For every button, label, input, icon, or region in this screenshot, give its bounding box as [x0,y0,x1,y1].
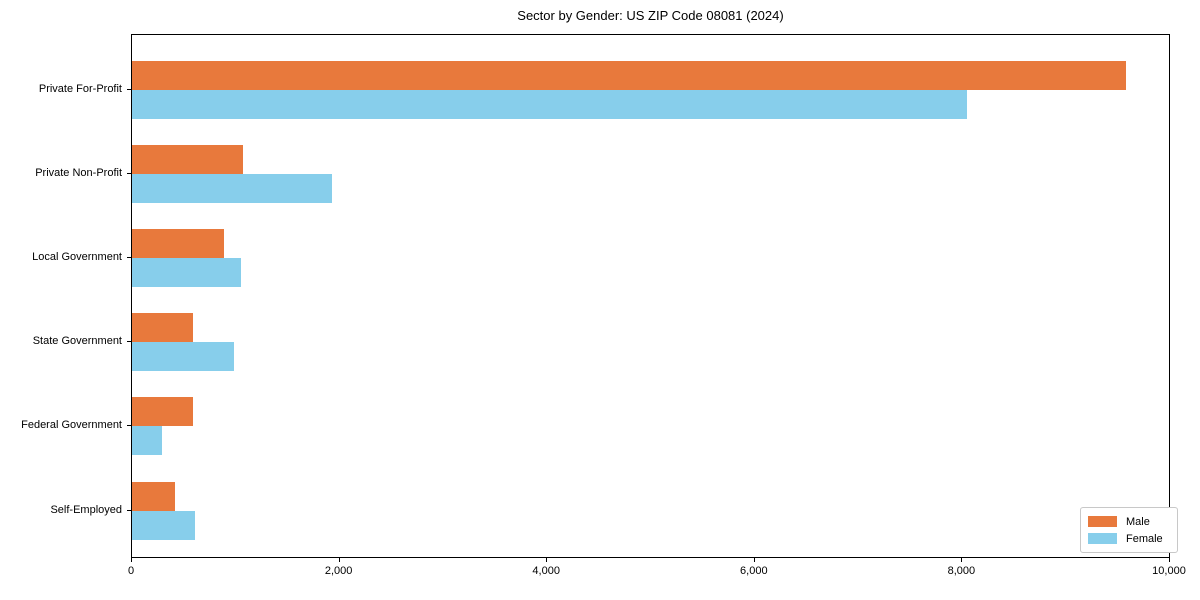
bar-male-state-government [132,313,194,343]
legend-swatch-male [1088,516,1117,527]
bar-female-private-non-profit [132,173,333,203]
x-label-0: 0 [127,565,135,577]
y-label-local-government: Local Government [32,250,122,263]
bar-female-federal-government [132,426,163,456]
legend-label-male: Male [1126,515,1150,528]
x-tick [1169,558,1170,562]
y-tick [127,509,131,511]
y-tick [127,88,131,90]
bar-male-self-employed [132,481,175,511]
legend: Male Female [1080,507,1178,553]
plot-area [131,34,1170,558]
x-label-4000: 4,000 [532,565,560,577]
legend-label-female: Female [1126,532,1163,545]
x-tick [338,558,340,562]
x-tick [961,558,963,562]
bar-male-local-government [132,228,225,258]
legend-swatch-female [1088,533,1117,544]
y-label-federal-government: Federal Government [21,419,122,432]
x-label-8000: 8,000 [947,565,976,577]
chart-title: Sector by Gender: US ZIP Code 08081 (202… [517,8,784,23]
y-label-private-non-profit: Private Non-Profit [35,166,122,179]
y-label-state-government: State Government [32,335,122,348]
x-tick [753,558,755,562]
legend-row-male: Male [1088,513,1170,530]
legend-row-female: Female [1088,530,1170,547]
y-tick [127,425,131,427]
bar-female-local-government [132,257,241,287]
x-label-10000: 10,000 [1152,565,1186,577]
bar-female-private-for-profit [132,89,967,119]
bar-female-state-government [132,342,234,372]
y-tick [127,172,131,174]
bar-male-private-for-profit [132,60,1127,90]
x-tick [546,558,548,562]
x-label-6000: 6,000 [740,565,768,577]
x-label-2000: 2,000 [324,565,353,577]
y-tick [127,341,131,343]
bar-male-private-non-profit [132,144,244,174]
bar-female-self-employed [132,510,196,540]
y-tick [127,256,131,258]
y-label-private-for-profit: Private For-Profit [38,82,122,95]
bar-male-federal-government [132,397,194,427]
y-label-self-employed: Self-Employed [50,503,122,516]
x-tick [131,558,132,562]
